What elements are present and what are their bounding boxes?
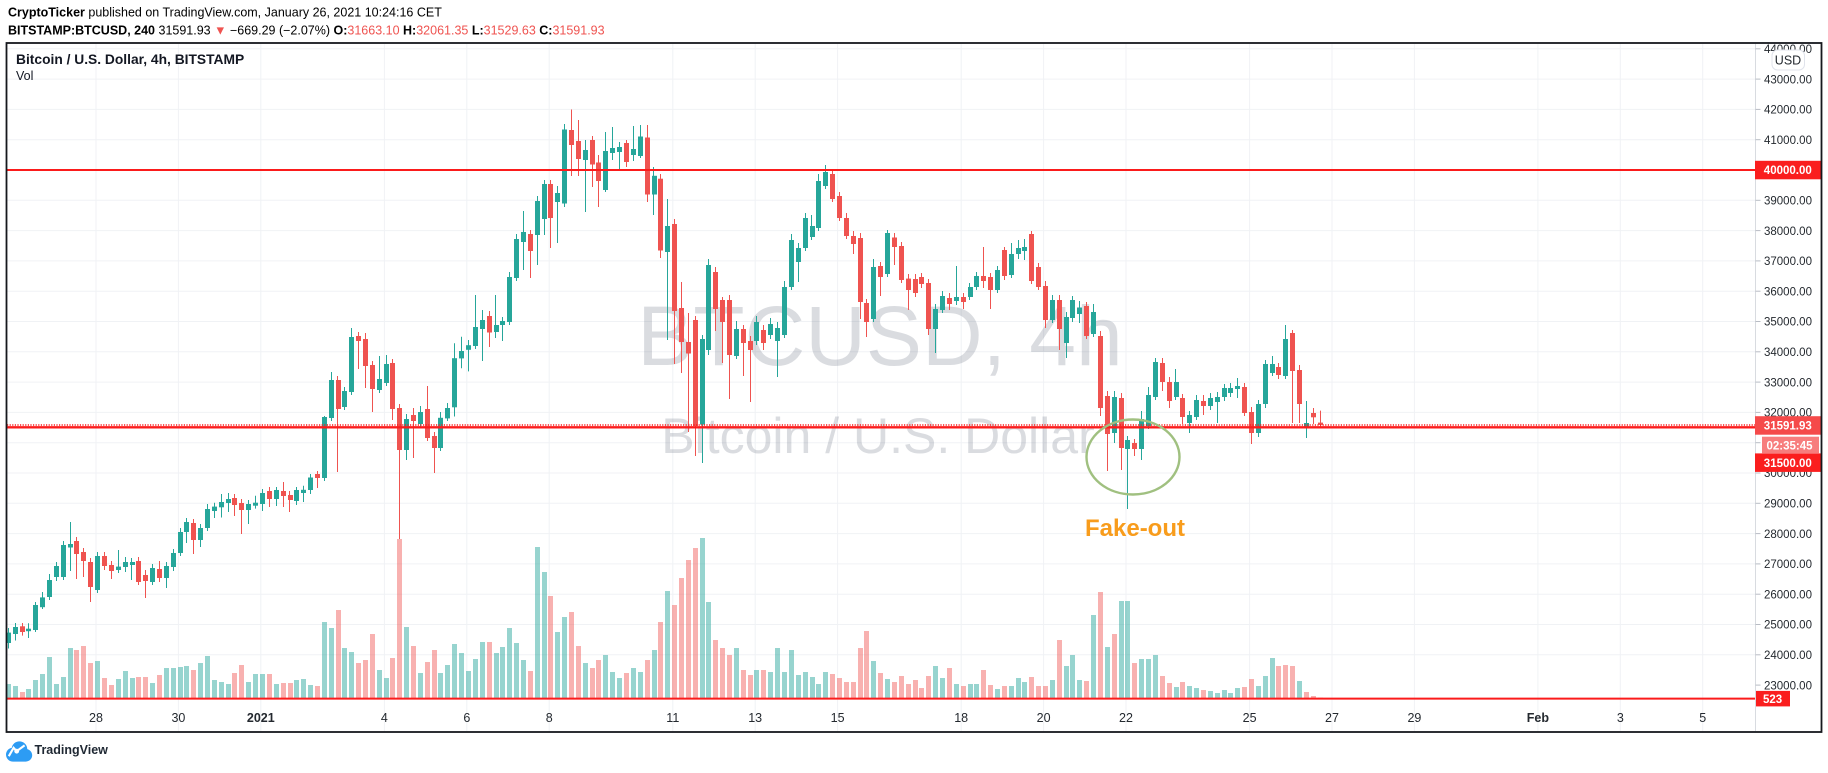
svg-text:18: 18 [954,711,968,725]
svg-text:26000.00: 26000.00 [1764,589,1812,601]
svg-text:8: 8 [546,711,553,725]
svg-text:28000.00: 28000.00 [1764,529,1812,541]
svg-text:TradingView: TradingView [35,743,109,757]
svg-text:USD: USD [1775,54,1801,68]
svg-text:31591.93: 31591.93 [1764,421,1812,433]
svg-text:25: 25 [1243,711,1257,725]
svg-text:Vol: Vol [16,69,33,83]
svg-text:25000.00: 25000.00 [1764,620,1812,632]
svg-text:36000.00: 36000.00 [1764,286,1812,298]
svg-text:4: 4 [381,711,388,725]
svg-text:27000.00: 27000.00 [1764,559,1812,571]
svg-text:23000.00: 23000.00 [1764,680,1812,692]
svg-text:11: 11 [666,711,679,725]
svg-text:28: 28 [89,711,103,725]
svg-text:3: 3 [1617,711,1624,725]
svg-text:Feb: Feb [1527,711,1550,725]
svg-text:30: 30 [171,711,185,725]
svg-text:BTCUSD, 4h: BTCUSD, 4h [637,289,1122,383]
svg-text:2021: 2021 [247,711,275,725]
svg-text:6: 6 [463,711,470,725]
svg-text:43000.00: 43000.00 [1764,74,1812,86]
svg-text:523: 523 [1763,694,1782,706]
svg-text:Bitcoin / U.S. Dollar, 4h, BIT: Bitcoin / U.S. Dollar, 4h, BITSTAMP [16,52,244,67]
svg-text:38000.00: 38000.00 [1764,226,1812,238]
svg-text:33000.00: 33000.00 [1764,377,1812,389]
svg-text:5: 5 [1699,711,1706,725]
svg-text:27: 27 [1325,711,1339,725]
svg-text:BITSTAMP:BTCUSD, 240 31591.93: BITSTAMP:BTCUSD, 240 31591.93 ▼ −669.29 … [8,24,605,38]
svg-text:Bitcoin / U.S. Dollar: Bitcoin / U.S. Dollar [661,408,1094,464]
svg-text:29000.00: 29000.00 [1764,499,1812,511]
svg-text:42000.00: 42000.00 [1764,105,1812,117]
svg-text:20: 20 [1037,711,1051,725]
svg-text:24000.00: 24000.00 [1764,650,1812,662]
svg-text:35000.00: 35000.00 [1764,317,1812,329]
svg-text:15: 15 [831,711,845,725]
svg-text:13: 13 [748,711,762,725]
svg-text:37000.00: 37000.00 [1764,256,1812,268]
svg-text:31500.00: 31500.00 [1764,458,1812,470]
svg-text:40000.00: 40000.00 [1764,165,1812,177]
svg-text:39000.00: 39000.00 [1764,196,1812,208]
svg-text:22: 22 [1119,711,1133,725]
svg-text:Fake-out: Fake-out [1085,515,1185,542]
svg-text:CryptoTicker published on Trad: CryptoTicker published on TradingView.co… [8,6,442,20]
svg-text:34000.00: 34000.00 [1764,347,1812,359]
svg-text:41000.00: 41000.00 [1764,135,1812,147]
svg-text:02:35:45: 02:35:45 [1767,440,1814,452]
svg-text:29: 29 [1407,711,1421,725]
